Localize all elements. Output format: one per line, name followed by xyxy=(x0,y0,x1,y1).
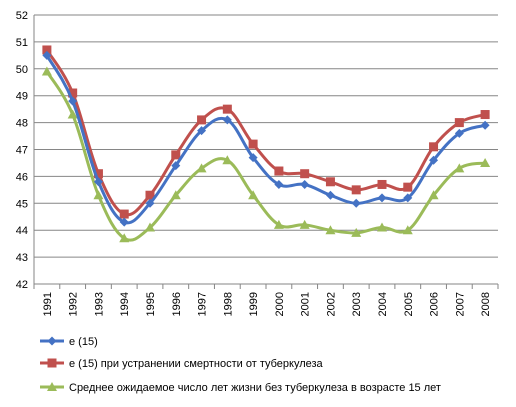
data-point xyxy=(145,222,155,232)
data-point xyxy=(93,177,103,187)
data-point xyxy=(274,166,284,176)
data-point xyxy=(93,169,103,179)
data-point xyxy=(377,222,387,232)
y-tick-label: 50 xyxy=(16,64,28,76)
x-tick-label: 1995 xyxy=(145,292,157,316)
data-point xyxy=(351,185,361,195)
series-1 xyxy=(42,50,490,227)
data-point xyxy=(145,190,155,200)
x-tick-label: 2004 xyxy=(377,292,389,316)
data-point xyxy=(93,190,104,200)
x-tick-label: 2002 xyxy=(325,292,337,316)
legend-label: e (15) xyxy=(69,336,98,348)
legend-marker xyxy=(47,336,57,346)
data-point xyxy=(171,161,181,171)
data-point xyxy=(171,150,181,160)
legend-label: Среднее ожидаемое число лет жизни без ту… xyxy=(69,382,441,394)
legend-label: e (15) при устранении смертности от тубе… xyxy=(69,358,324,370)
x-tick-label: 1998 xyxy=(222,292,234,316)
data-point xyxy=(119,209,129,219)
data-point xyxy=(68,88,78,98)
data-point xyxy=(41,66,52,76)
data-point xyxy=(325,190,335,200)
data-point xyxy=(480,110,490,120)
y-tick-label: 47 xyxy=(16,145,28,157)
data-point xyxy=(248,153,258,163)
x-tick-label: 1994 xyxy=(119,292,131,316)
data-point xyxy=(325,177,335,187)
x-tick-label: 1999 xyxy=(248,292,260,316)
x-tick-label: 2000 xyxy=(274,292,286,316)
data-point xyxy=(248,139,258,149)
data-point xyxy=(403,182,413,192)
x-tick-label: 2003 xyxy=(351,292,363,316)
x-tick-label: 1991 xyxy=(42,292,54,316)
legend-marker xyxy=(47,382,57,391)
x-tick-label: 1993 xyxy=(93,292,105,316)
data-point xyxy=(299,219,310,229)
data-point xyxy=(429,142,439,152)
y-tick-label: 52 xyxy=(16,10,28,22)
data-point xyxy=(273,219,284,229)
data-point xyxy=(480,120,490,130)
data-point xyxy=(42,45,52,55)
data-point xyxy=(274,179,284,189)
data-point xyxy=(222,115,232,125)
series-2 xyxy=(42,45,490,219)
data-point xyxy=(119,217,129,227)
y-tick-label: 49 xyxy=(16,91,28,103)
legend-item-2: e (15) при устранении смертности от тубе… xyxy=(40,358,324,370)
x-tick-label: 1997 xyxy=(197,292,209,316)
x-tick-label: 2008 xyxy=(480,292,492,316)
y-tick-label: 42 xyxy=(16,279,28,291)
data-point xyxy=(300,179,310,189)
data-point xyxy=(119,233,130,243)
series-3 xyxy=(41,66,491,243)
data-point xyxy=(42,50,52,60)
data-point xyxy=(403,193,413,203)
data-point xyxy=(222,155,233,165)
y-tick-label: 45 xyxy=(16,198,28,210)
data-point xyxy=(68,96,78,106)
series-group xyxy=(41,45,491,243)
data-point xyxy=(197,126,207,136)
data-point xyxy=(145,198,155,208)
legend-marker xyxy=(47,358,57,368)
data-point xyxy=(196,163,207,173)
legend-item-3: Среднее ожидаемое число лет жизни без ту… xyxy=(40,382,441,394)
data-point xyxy=(300,169,310,179)
x-tick-label: 2005 xyxy=(403,292,415,316)
legend-item-1: e (15) xyxy=(40,336,98,348)
data-point xyxy=(67,109,78,119)
y-tick-label: 48 xyxy=(16,118,28,130)
y-tick-label: 44 xyxy=(16,225,28,237)
legend: e (15) e (15) при устранении смертности о… xyxy=(40,336,441,394)
data-point xyxy=(377,179,387,189)
data-point xyxy=(429,155,439,165)
data-point xyxy=(454,163,465,173)
data-point xyxy=(351,198,361,208)
data-point xyxy=(402,225,413,235)
data-point xyxy=(170,190,181,200)
x-tick-label: 2006 xyxy=(429,292,441,316)
x-tick-label: 2001 xyxy=(300,292,312,316)
data-point xyxy=(325,225,336,235)
x-tick-label: 2007 xyxy=(454,292,466,316)
y-tick-label: 51 xyxy=(16,37,28,49)
data-point xyxy=(454,128,464,138)
axes: 42 43 44 45 46 47 48 49 50 51 52 1991 1992 1993 1994 19… xyxy=(16,10,499,316)
y-tick-label: 46 xyxy=(16,171,28,183)
data-point xyxy=(197,115,207,125)
data-point xyxy=(351,227,362,237)
data-point xyxy=(248,190,259,200)
data-point xyxy=(428,190,439,200)
y-tick-label: 43 xyxy=(16,252,28,264)
x-tick-label: 1996 xyxy=(171,292,183,316)
x-tick-label: 1992 xyxy=(68,292,80,316)
data-point xyxy=(222,104,232,114)
data-point xyxy=(454,118,464,128)
data-point xyxy=(480,157,491,167)
data-point xyxy=(377,193,387,203)
